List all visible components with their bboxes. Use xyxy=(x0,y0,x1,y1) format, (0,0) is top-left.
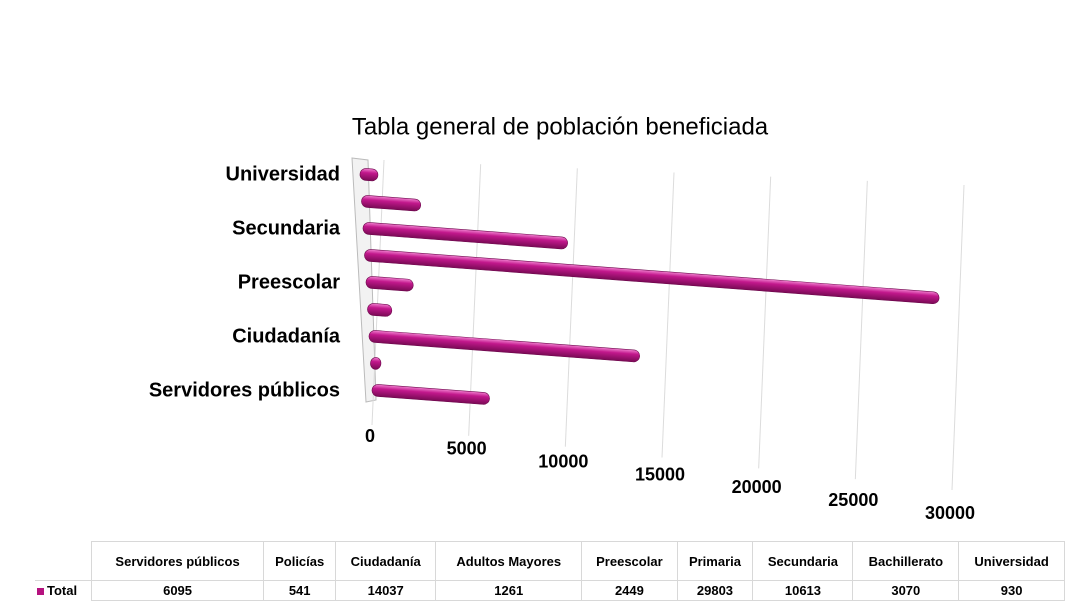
x-tick-label: 30000 xyxy=(925,503,975,523)
table-row: Total 6095 541 14037 1261 2449 29803 10613 3070… xyxy=(35,580,1065,601)
table-value: 10613 xyxy=(752,580,854,601)
column-header: Servidores públicos xyxy=(90,541,265,581)
bar xyxy=(365,276,414,292)
y-tick-label: Servidores públicos xyxy=(149,379,340,401)
x-tick-label: 25000 xyxy=(828,490,878,510)
legend-label: Total xyxy=(47,583,78,599)
grid-line xyxy=(564,168,578,447)
column-header: Adultos Mayores xyxy=(435,541,583,581)
grid-line xyxy=(468,164,482,436)
grid-line xyxy=(951,184,965,491)
chart: Tabla general de población beneficiada 0… xyxy=(149,113,975,523)
grid-line xyxy=(661,172,675,458)
y-tick-label: Universidad xyxy=(226,163,340,185)
x-tick-label: 15000 xyxy=(635,464,685,484)
table-value: 1261 xyxy=(435,580,583,601)
bar xyxy=(364,249,940,305)
bar xyxy=(368,330,640,363)
column-header: Preescolar xyxy=(581,541,678,581)
column-header: Bachillerato xyxy=(852,541,960,581)
bar xyxy=(361,195,422,212)
y-tick-label: Ciudadanía xyxy=(232,325,341,347)
table-header: Servidores públicos Policías Ciudadanía Adu… xyxy=(35,541,1065,581)
x-tick-label: 10000 xyxy=(538,451,588,471)
bar xyxy=(370,357,382,370)
bar xyxy=(359,168,379,182)
back-wall xyxy=(351,157,377,403)
corner xyxy=(35,541,92,581)
table-value: 541 xyxy=(263,580,337,601)
legend-swatch xyxy=(37,588,44,596)
column-header: Policías xyxy=(263,541,337,581)
table-value: 6095 xyxy=(90,580,265,601)
column-header: Universidad xyxy=(958,541,1065,581)
table-value: 930 xyxy=(958,580,1065,601)
x-tick-label: 5000 xyxy=(447,439,487,459)
chart-title: Tabla general de población beneficiada xyxy=(352,113,769,140)
grid-line xyxy=(758,176,772,469)
bar xyxy=(371,384,490,405)
table-value: 3070 xyxy=(852,580,960,601)
series-label: Total xyxy=(35,580,92,601)
table-value: 14037 xyxy=(335,580,437,601)
table-value: 2449 xyxy=(581,580,678,601)
column-header: Primaria xyxy=(676,541,754,581)
table-value: 29803 xyxy=(676,580,754,601)
bar xyxy=(362,222,568,250)
y-tick-label: Secundaria xyxy=(232,217,341,239)
x-tick-label: 20000 xyxy=(732,477,782,497)
bar xyxy=(367,303,393,317)
column-header: Ciudadanía xyxy=(335,541,437,581)
grid-line xyxy=(854,180,868,480)
data-table: Servidores públicos Policías Ciudadanía Adu… xyxy=(35,541,1065,601)
y-tick-label: Preescolar xyxy=(238,271,341,293)
x-tick-label: 0 xyxy=(365,426,375,446)
column-header: Secundaria xyxy=(752,541,854,581)
